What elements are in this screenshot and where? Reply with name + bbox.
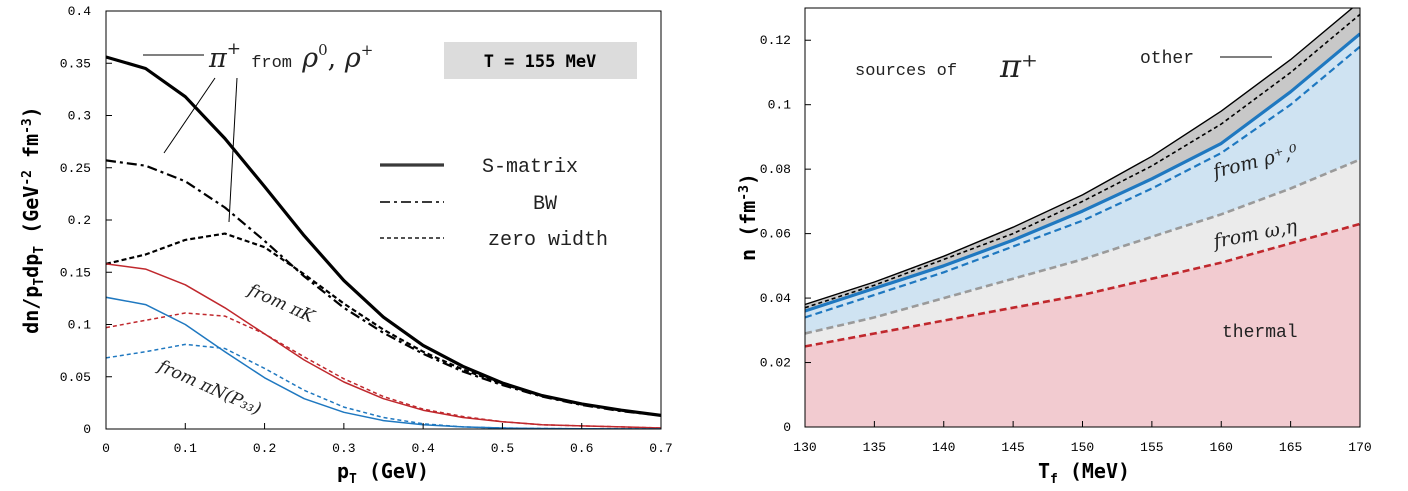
left-y-tick-label: 0.15	[60, 265, 91, 280]
left-y-ticks: 0 0.05 0.1 0.15 0.2 0.25 0.3 0.35 0.4	[60, 4, 112, 437]
right-series-line-5	[805, 8, 1354, 306]
rho-pointer-2	[228, 77, 238, 223]
left-y-tick-label: 0.2	[68, 213, 91, 228]
piK-annotation: from πK	[243, 279, 318, 327]
left-series-line-rho-dashed	[106, 232, 661, 417]
right-y-tick-label: 0.04	[760, 291, 791, 306]
legend-label-bw: BW	[533, 193, 557, 216]
right-y-tick-label: 0.02	[760, 356, 791, 371]
right-x-tick-label: 135	[863, 440, 886, 455]
right-x-ticks: 130 135 140 145 150 155 160 165 170	[793, 421, 1372, 455]
right-y-ticks: 0 0.02 0.04 0.06 0.08 0.1 0.12	[760, 33, 811, 435]
left-x-tick-label: 0.5	[491, 441, 514, 456]
thermal-label: thermal	[1222, 323, 1298, 343]
rho-pointer-1	[163, 77, 216, 154]
right-series-line-3	[805, 32, 1360, 313]
right-x-tick-label: 160	[1210, 440, 1233, 455]
right-x-tick-label: 165	[1279, 440, 1302, 455]
right-chart: 130 135 140 145 150 155 160 165 170 0 0.02 0.04 0.0…	[736, 7, 1372, 487]
right-y-tick-label: 0.08	[760, 162, 791, 177]
left-x-axis-label: pT (GeV)	[337, 459, 429, 487]
left-x-ticks: 0 0.1 0.2 0.3 0.4 0.5 0.6 0.7	[102, 423, 673, 456]
right-y-tick-label: 0.06	[760, 227, 791, 242]
legend-label-zero-width: zero width	[488, 229, 608, 252]
other-label: other	[1140, 49, 1194, 69]
left-y-tick-label: 0.3	[68, 109, 91, 124]
right-x-tick-label: 145	[1001, 440, 1024, 455]
band-from	[805, 33, 1360, 334]
left-x-tick-label: 0.2	[253, 441, 276, 456]
legend-label-s-matrix: S-matrix	[482, 156, 578, 179]
left-x-tick-label: 0.7	[649, 441, 672, 456]
left-x-tick-label: 0.6	[570, 441, 593, 456]
rho-annotation: π+ from ρ0, ρ+	[208, 39, 373, 74]
left-x-tick-label: 0.4	[411, 441, 435, 456]
left-y-tick-label: 0.05	[60, 370, 91, 385]
right-y-tick-label: 0.1	[768, 98, 792, 113]
left-y-tick-label: 0.1	[68, 318, 92, 333]
band-from	[805, 159, 1360, 347]
right-series-line-0	[805, 222, 1360, 348]
left-series-line-piK-dashed	[106, 312, 661, 429]
left-y-tick-label: 0.35	[60, 56, 91, 71]
right-y-tick-label: 0	[783, 420, 791, 435]
right-series-line-4	[805, 13, 1360, 309]
right-x-tick-label: 155	[1140, 440, 1163, 455]
piN-annotation: from πN(P₃₃)	[153, 355, 264, 419]
left-y-tick-label: 0.4	[68, 4, 92, 19]
left-y-axis-label: dn/pTdpT (GeV-2 fm-3)	[19, 106, 47, 334]
temperature-badge-text: T = 155 MeV	[484, 52, 597, 72]
left-x-tick-label: 0.3	[332, 441, 355, 456]
right-bands-group	[805, 8, 1360, 427]
left-legend: S-matrix BW zero width	[380, 156, 608, 252]
left-x-tick-label: 0.1	[174, 441, 198, 456]
band-thermal	[805, 223, 1360, 427]
right-series-line-1	[805, 158, 1360, 335]
right-series-group	[805, 8, 1360, 348]
left-y-tick-label: 0.25	[60, 161, 91, 176]
right-x-tick-label: 170	[1348, 440, 1371, 455]
sources-symbol: π⁺	[999, 47, 1038, 85]
left-series-line-rho-dashdot	[106, 159, 661, 417]
left-y-tick-label: 0	[83, 422, 91, 437]
right-x-tick-label: 140	[932, 440, 955, 455]
right-x-axis-label: Tf (MeV)	[1038, 459, 1130, 487]
left-x-tick-label: 0	[102, 441, 110, 456]
sources-label: sources of	[855, 62, 957, 81]
right-x-tick-label: 150	[1071, 440, 1094, 455]
left-chart: 0 0.1 0.2 0.3 0.4 0.5 0.6 0.7 0 0.05 0.1 0.15 0.2 0.…	[19, 4, 673, 487]
right-x-tick-label: 130	[793, 440, 816, 455]
temperature-badge	[444, 42, 637, 79]
right-y-tick-label: 0.12	[760, 33, 791, 48]
right-y-axis-label: n (fm-3)	[736, 173, 760, 261]
